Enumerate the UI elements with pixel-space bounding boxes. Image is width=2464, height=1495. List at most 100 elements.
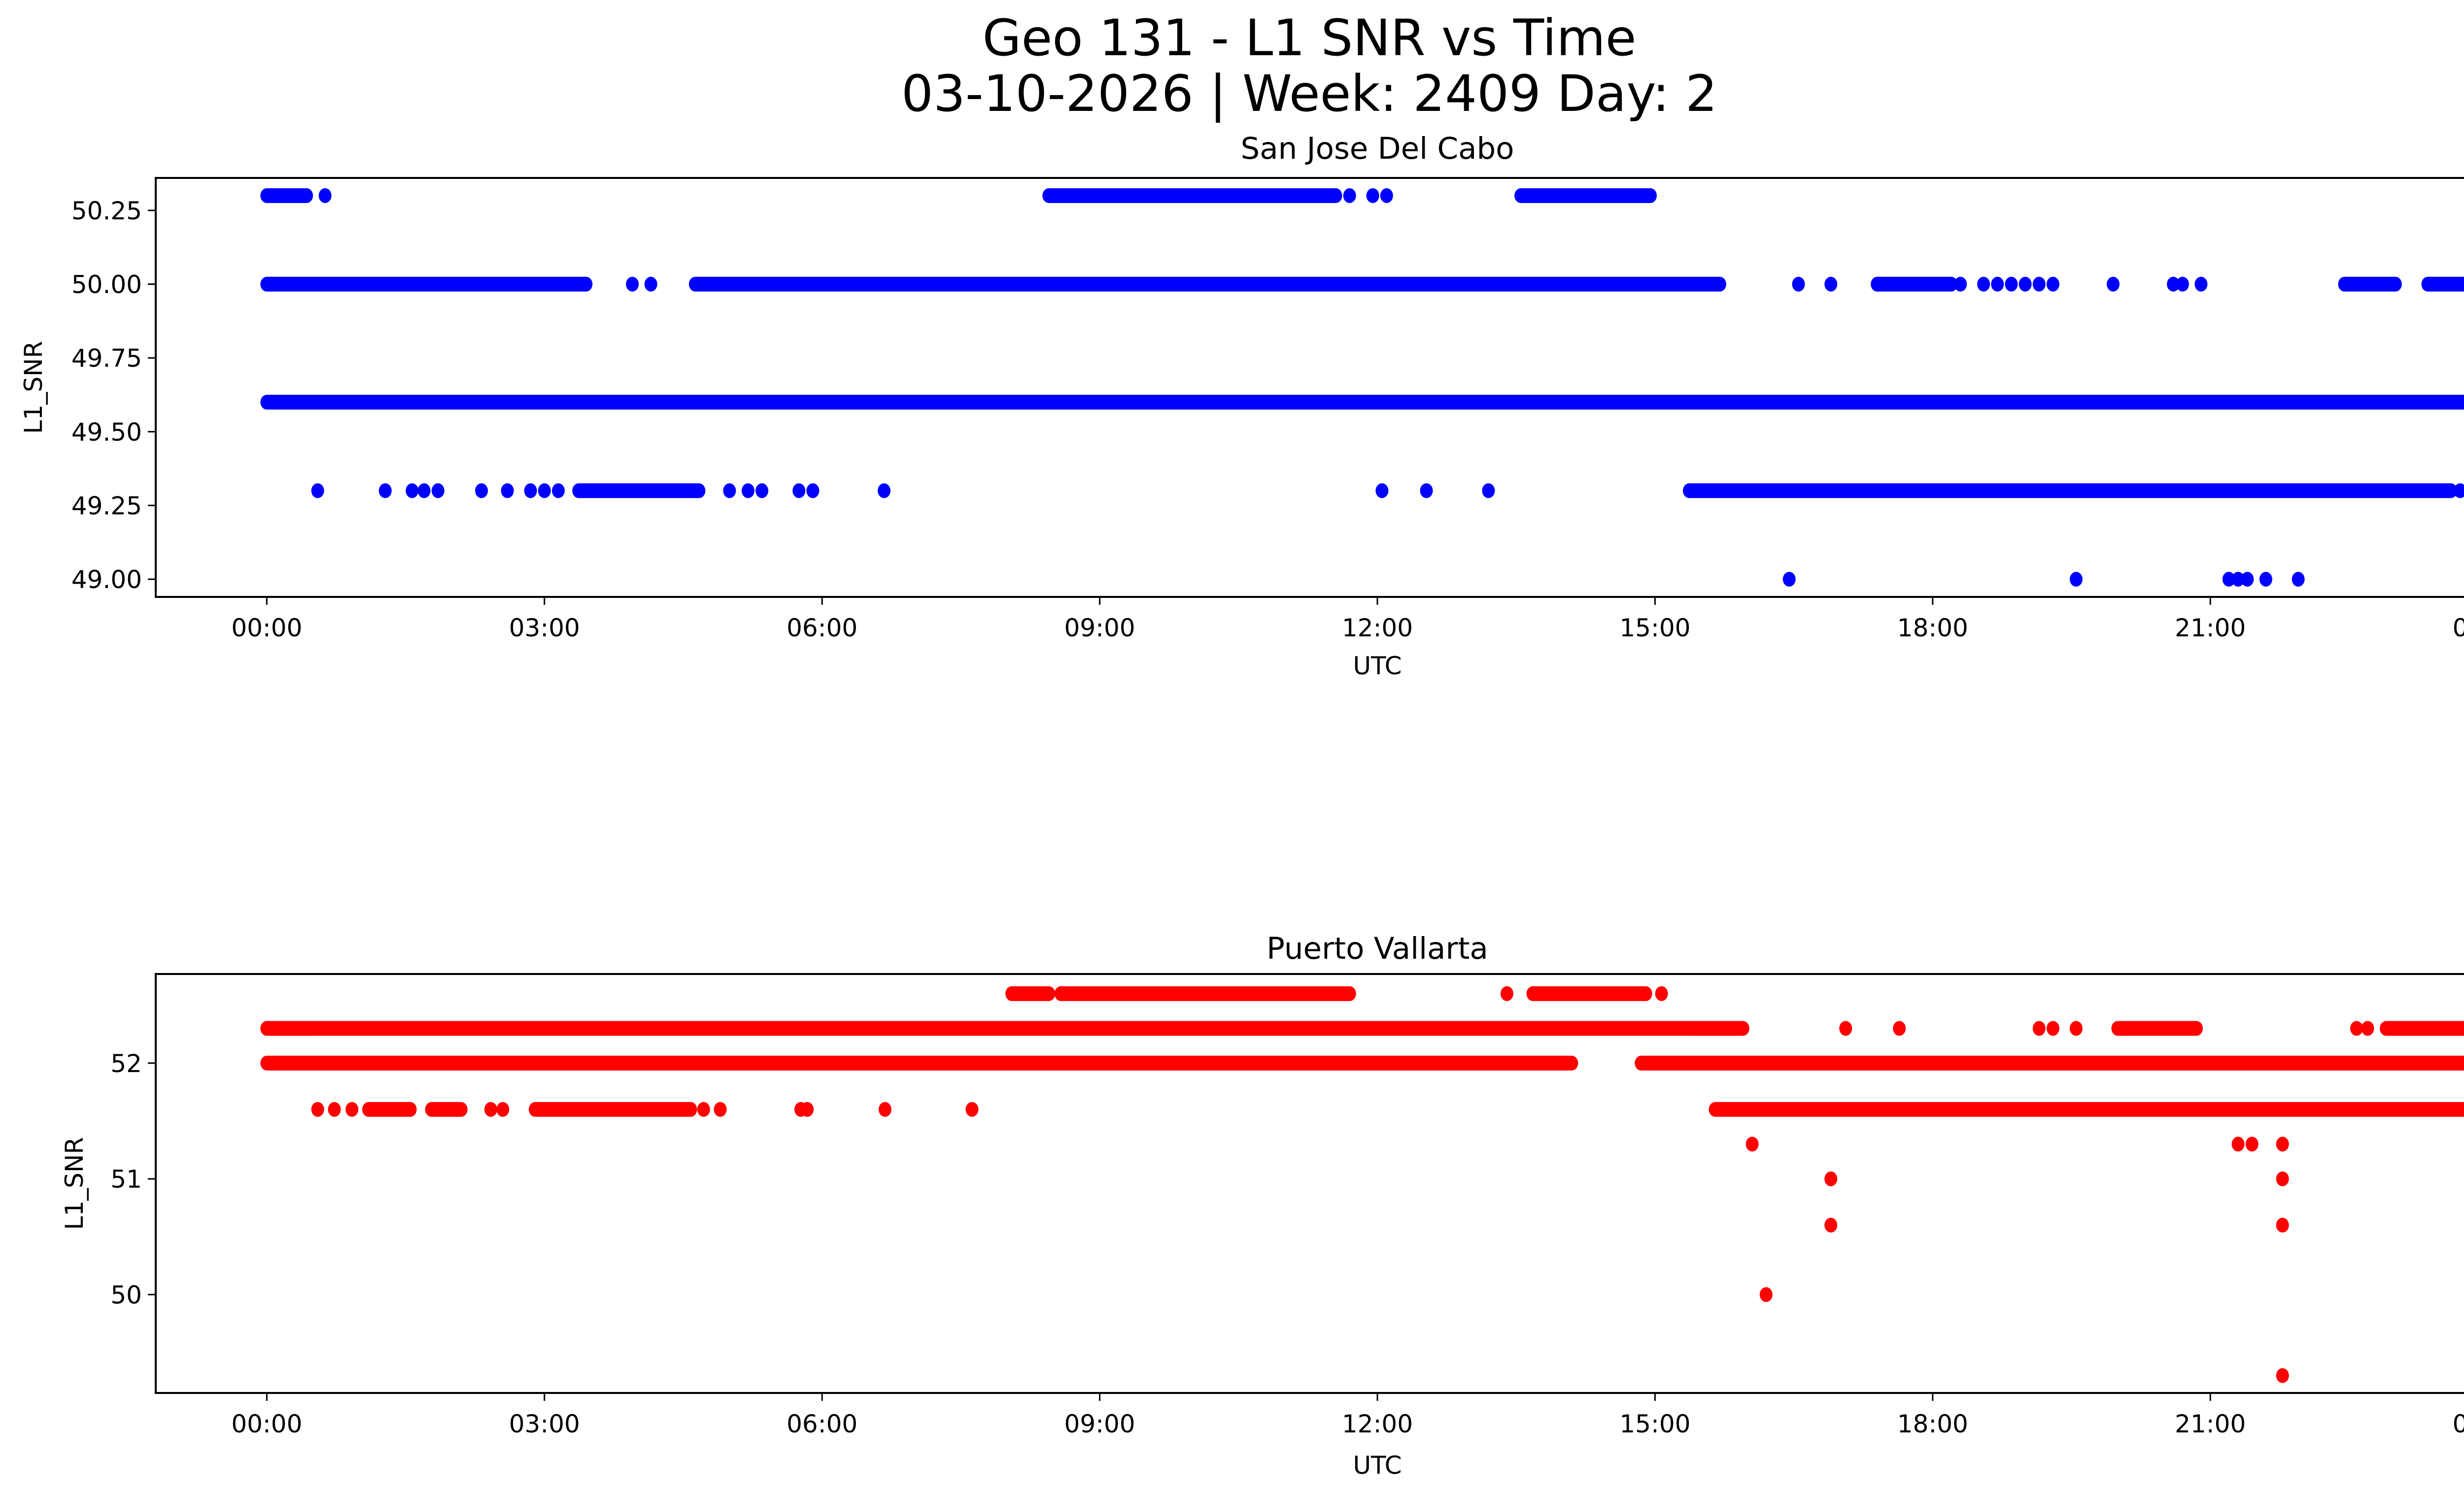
data-point bbox=[2276, 1368, 2289, 1383]
x-tick-label: 00:00 bbox=[231, 1410, 302, 1438]
x-tick-label: 15:00 bbox=[1619, 614, 1690, 642]
point-run bbox=[1054, 986, 1356, 1001]
data-point bbox=[2241, 572, 2254, 587]
data-point bbox=[2069, 572, 2083, 587]
data-point bbox=[723, 483, 736, 498]
y-tick-label: 50.25 bbox=[71, 197, 142, 225]
point-run bbox=[260, 277, 593, 292]
data-point bbox=[697, 1102, 710, 1117]
x-tick-label: 06:00 bbox=[787, 614, 857, 642]
subplot-title: Puerto Vallarta bbox=[1266, 931, 1488, 966]
point-run bbox=[2111, 1021, 2203, 1036]
data-point bbox=[2107, 277, 2120, 292]
data-point bbox=[1991, 277, 2004, 292]
x-tick-label: 06:00 bbox=[787, 1410, 857, 1438]
data-point bbox=[965, 1102, 979, 1117]
x-axis-label: UTC bbox=[1353, 1451, 1402, 1480]
subplot-puerto-vallarta: Puerto Vallarta 00:00 03:00 06:00 09:00 12:0… bbox=[60, 931, 2464, 1480]
point-run bbox=[1514, 188, 1657, 203]
data-point bbox=[538, 483, 551, 498]
data-point bbox=[328, 1102, 341, 1117]
data-point bbox=[1824, 277, 1838, 292]
y-axis-ticks: 49.00 49.25 49.50 49.75 50.00 50.25 bbox=[71, 197, 156, 594]
data-point bbox=[1759, 1287, 1773, 1302]
data-point bbox=[2046, 277, 2059, 292]
point-run bbox=[1635, 1055, 2464, 1071]
point-run bbox=[362, 1102, 417, 1117]
point-run bbox=[1526, 986, 1652, 1001]
figure-title-line1: Geo 131 - L1 SNR vs Time bbox=[983, 9, 1637, 68]
data-point bbox=[2276, 1137, 2289, 1152]
data-point bbox=[714, 1102, 727, 1117]
data-point bbox=[501, 483, 514, 498]
y-tick-label: 50 bbox=[110, 1281, 142, 1309]
data-point bbox=[644, 277, 657, 292]
data-point bbox=[1782, 572, 1796, 587]
subplot-san-jose-del-cabo: San Jose Del Cabo 00:00 03:00 06:00 09:00 12… bbox=[19, 131, 2464, 680]
y-tick-label: 49.00 bbox=[71, 565, 142, 594]
x-tick-label: 00:00 bbox=[2453, 614, 2464, 642]
y-axis-ticks: 50 51 52 bbox=[110, 1049, 156, 1309]
x-tick-label: 15:00 bbox=[1619, 1410, 1690, 1438]
data-point bbox=[1745, 1137, 1759, 1152]
point-run bbox=[2380, 1021, 2464, 1036]
data-point bbox=[1792, 277, 1805, 292]
data-point bbox=[792, 483, 806, 498]
point-run bbox=[260, 188, 313, 203]
data-point bbox=[1977, 277, 1990, 292]
x-axis-ticks: 00:00 03:00 06:00 09:00 12:00 15:00 18:00 21:00… bbox=[231, 597, 2464, 642]
x-tick-label: 21:00 bbox=[2175, 614, 2246, 642]
data-point bbox=[2276, 1217, 2289, 1233]
x-tick-label: 12:00 bbox=[1342, 614, 1413, 642]
data-point bbox=[2046, 1021, 2059, 1036]
data-point bbox=[2176, 277, 2189, 292]
data-point bbox=[1839, 1021, 1852, 1036]
point-run bbox=[2338, 277, 2402, 292]
axes-frame bbox=[155, 177, 2464, 598]
data-point bbox=[1380, 188, 1393, 203]
data-point bbox=[1420, 483, 1433, 498]
x-axis-label: UTC bbox=[1353, 652, 1402, 680]
data-point bbox=[1482, 483, 1495, 498]
data-point bbox=[524, 483, 537, 498]
x-tick-label: 03:00 bbox=[509, 614, 580, 642]
data-point bbox=[2005, 277, 2018, 292]
data-point bbox=[1366, 188, 1379, 203]
data-point bbox=[1655, 986, 1668, 1001]
y-tick-label: 52 bbox=[110, 1049, 142, 1078]
x-tick-label: 09:00 bbox=[1064, 614, 1135, 642]
data-point bbox=[1375, 483, 1389, 498]
data-point bbox=[1824, 1171, 1838, 1186]
x-tick-label: 12:00 bbox=[1342, 1410, 1413, 1438]
axes-frame bbox=[155, 973, 2464, 1394]
data-point bbox=[2032, 277, 2046, 292]
x-tick-label: 03:00 bbox=[509, 1410, 580, 1438]
y-axis-label: L1_SNR bbox=[19, 341, 48, 434]
point-run bbox=[260, 394, 2464, 410]
data-point bbox=[2194, 277, 2208, 292]
point-run bbox=[1709, 1102, 2464, 1117]
data-point bbox=[1343, 188, 1356, 203]
point-run bbox=[1042, 188, 1342, 203]
data-point bbox=[2167, 277, 2180, 292]
data-point bbox=[801, 1102, 814, 1117]
point-run bbox=[572, 483, 706, 498]
y-tick-label: 50.00 bbox=[71, 270, 142, 299]
data-point bbox=[2245, 1137, 2259, 1152]
data-point bbox=[431, 483, 445, 498]
data-point bbox=[2350, 1021, 2363, 1036]
point-run bbox=[528, 1102, 697, 1117]
data-point bbox=[311, 483, 324, 498]
data-point bbox=[1954, 277, 1967, 292]
data-point bbox=[1824, 1217, 1838, 1233]
x-tick-label: 18:00 bbox=[1897, 614, 1968, 642]
point-run bbox=[1005, 986, 1056, 1001]
point-run bbox=[1871, 277, 1958, 292]
point-run bbox=[260, 1055, 1578, 1071]
point-run bbox=[688, 277, 1726, 292]
data-point bbox=[2361, 1021, 2374, 1036]
data-point bbox=[2276, 1171, 2289, 1186]
point-run bbox=[260, 1021, 1749, 1036]
data-point bbox=[496, 1102, 510, 1117]
